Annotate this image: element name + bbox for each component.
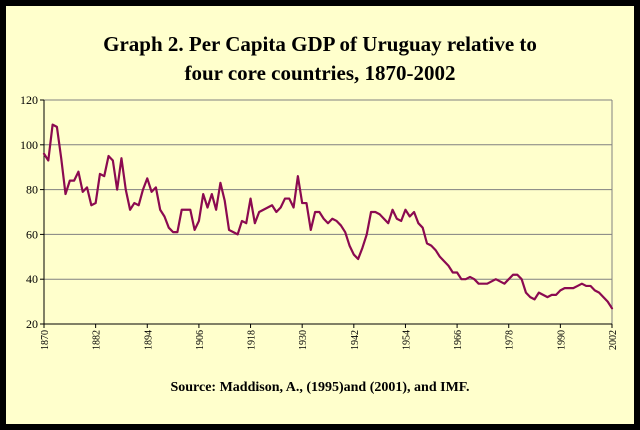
series-group xyxy=(42,123,614,310)
y-tick-label-20: 20 xyxy=(26,317,38,331)
y-axis: 20 40 60 80 100 120 xyxy=(20,93,45,331)
series-line-0 xyxy=(42,123,614,310)
x-tick-label-2002: 2002 xyxy=(608,330,619,350)
y-tick-label-60: 60 xyxy=(26,227,38,241)
x-tick-label-1906: 1906 xyxy=(195,330,206,350)
source-note: Source: Maddison, A., (1995)and (2001), … xyxy=(170,380,470,395)
x-tick-label-1870: 1870 xyxy=(40,330,51,350)
chart-panel: Graph 2. Per Capita GDP of Uruguay relat… xyxy=(6,6,634,424)
x-tick-label-1882: 1882 xyxy=(92,330,103,350)
x-tick-label-1954: 1954 xyxy=(401,330,412,350)
x-tick-label-1978: 1978 xyxy=(505,330,516,350)
x-tick-label-1966: 1966 xyxy=(453,330,464,350)
grid-lines xyxy=(44,99,613,324)
y-tick-label-120: 120 xyxy=(20,93,38,107)
chart-title: Graph 2. Per Capita GDP of Uruguay relat… xyxy=(6,30,634,88)
x-tick-label-1918: 1918 xyxy=(247,330,258,350)
chart-title-line-1: Graph 2. Per Capita GDP of Uruguay relat… xyxy=(103,32,537,56)
x-tick-label-1930: 1930 xyxy=(298,330,309,350)
x-tick-label-1894: 1894 xyxy=(143,330,154,350)
y-tick-label-100: 100 xyxy=(20,138,38,152)
x-tick-label-1942: 1942 xyxy=(350,330,361,350)
x-tick-label-1990: 1990 xyxy=(556,330,567,350)
y-tick-label-40: 40 xyxy=(26,272,38,286)
x-axis: 1870 1882 1894 1906 1918 1930 1942 1954 1966 1978… xyxy=(40,323,619,350)
y-tick-label-80: 80 xyxy=(26,183,38,197)
chart-title-line-2: four core countries, 1870-2002 xyxy=(184,61,456,85)
